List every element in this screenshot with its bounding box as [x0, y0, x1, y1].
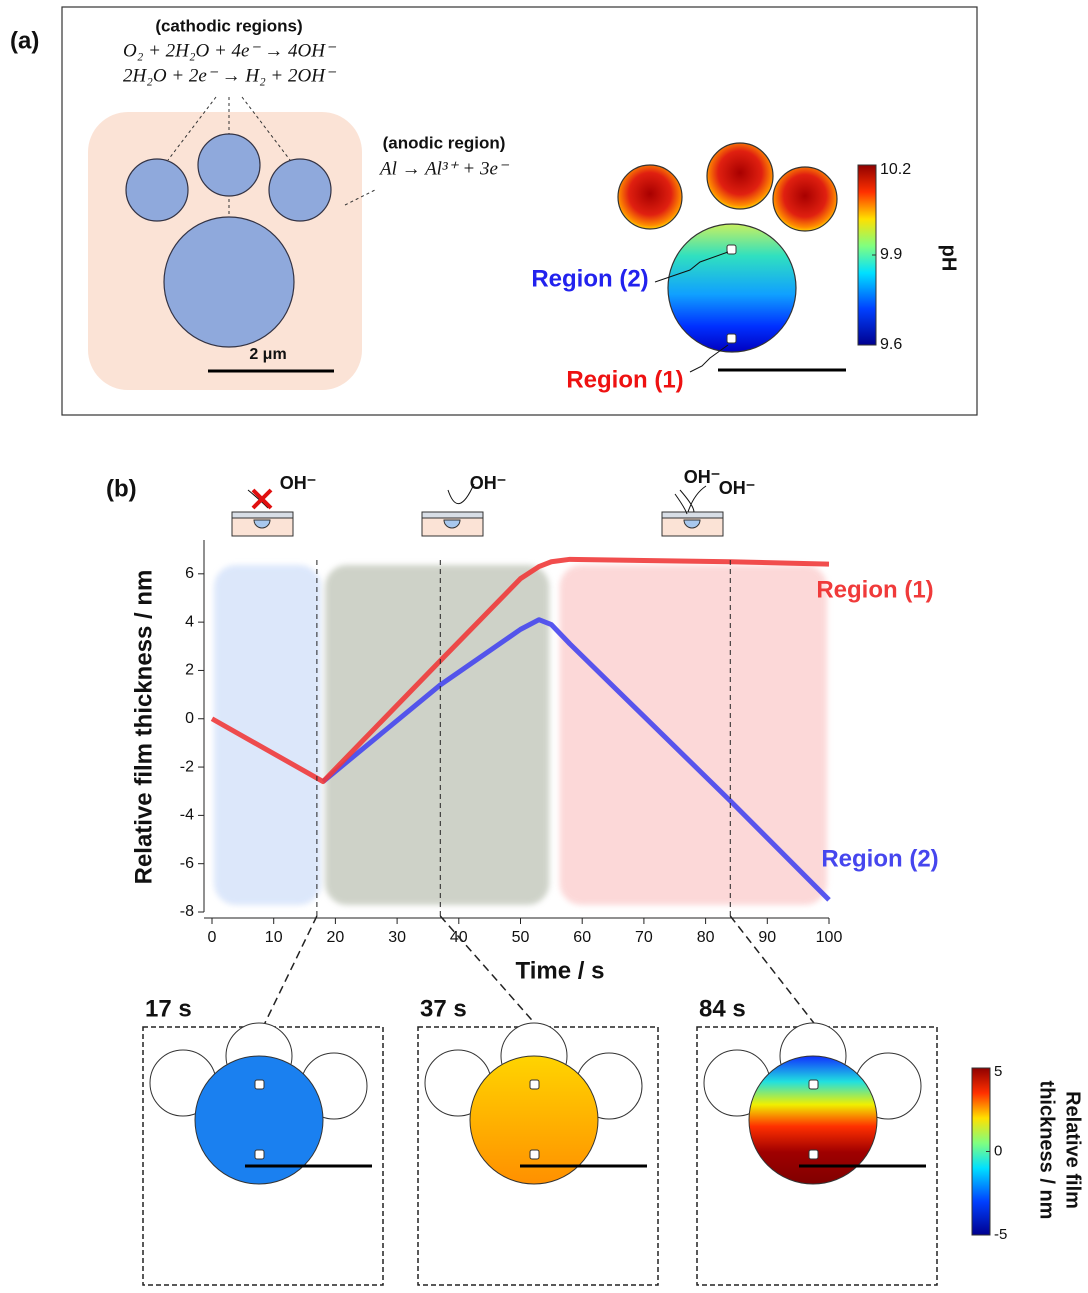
y-tick-label: -4 — [180, 807, 194, 824]
colorbar-label: pH — [938, 245, 960, 272]
y-tick-label: 2 — [185, 662, 194, 679]
x-tick-label: 60 — [573, 929, 591, 946]
x-tick-label: 80 — [697, 929, 715, 946]
y-tick-label: 0 — [185, 710, 194, 727]
phase-span — [559, 565, 827, 905]
blocked-mark — [251, 488, 273, 510]
series-label: Region (1) — [816, 576, 933, 603]
colorbar-tick-label: 9.9 — [880, 246, 902, 263]
x-tick-label: 30 — [388, 929, 406, 946]
probe-point — [726, 333, 737, 344]
y-tick-label: 6 — [185, 565, 194, 582]
probe-point — [254, 1149, 265, 1160]
panel-frame — [61, 6, 978, 416]
ion-label: OH⁻ — [719, 478, 756, 498]
series-line — [210, 556, 830, 785]
panel-label: (b) — [106, 475, 137, 502]
probe-point — [808, 1149, 819, 1160]
x-tick-label: 100 — [816, 929, 843, 946]
particle-map — [194, 1055, 324, 1185]
probe-point — [529, 1149, 540, 1160]
equation: 2H₂O + 2e⁻ → H₂ + 2OH⁻ — [123, 65, 337, 86]
phase-span — [325, 565, 550, 905]
snapshot-label: 84 s — [699, 995, 746, 1022]
x-tick-label: 0 — [208, 929, 217, 946]
colorbar-tick-label: 9.6 — [880, 336, 902, 353]
colorbar-tick-label: -5 — [994, 1226, 1007, 1243]
ion-label: OH⁻ — [684, 467, 721, 487]
y-tick-label: -2 — [180, 758, 194, 775]
particle-map — [469, 1055, 599, 1185]
snapshot-label: 37 s — [420, 995, 467, 1022]
ion-label: OH⁻ — [280, 473, 317, 493]
y-tick-label: -6 — [180, 855, 194, 872]
particle-map — [748, 1055, 878, 1185]
sample-circles — [125, 133, 332, 348]
probe-point — [529, 1079, 540, 1090]
snapshot-label: 17 s — [145, 995, 192, 1022]
x-tick-label: 10 — [265, 929, 283, 946]
snapshot-connector — [262, 915, 318, 1028]
scale-label: 2 μm — [249, 346, 286, 363]
snapshot-connector — [439, 915, 539, 1028]
x-tick-label: 50 — [512, 929, 530, 946]
colorbar-label: thickness / nm — [1036, 1081, 1058, 1220]
x-tick-label: 20 — [327, 929, 345, 946]
snapshot-connector — [729, 915, 818, 1028]
y-axis-label: Relative film thickness / nm — [130, 570, 157, 885]
probe-point — [726, 244, 737, 255]
pointer — [689, 344, 729, 373]
x-tick-label: 90 — [758, 929, 776, 946]
colorbar-label: Relative film — [1062, 1091, 1084, 1209]
probe-point — [808, 1079, 819, 1090]
icon-particle — [253, 519, 701, 529]
pointer — [654, 251, 729, 283]
x-axis-label: Time / s — [516, 957, 605, 984]
x-tick-label: 70 — [635, 929, 653, 946]
colorbar-tick-label: 5 — [994, 1063, 1002, 1080]
cathodic-title: (cathodic regions) — [155, 16, 302, 35]
equation: Al → Al³⁺ + 3e⁻ — [378, 158, 510, 179]
equation: O₂ + 2H₂O + 4e⁻ → 4OH⁻ — [123, 40, 337, 61]
probe-point — [254, 1079, 265, 1090]
icon-film — [231, 511, 724, 519]
colorbar-tick-label: 10.2 — [880, 161, 911, 178]
y-tick-label: -8 — [180, 903, 194, 920]
region-label: Region (2) — [531, 265, 648, 292]
y-tick-label: 4 — [185, 613, 194, 630]
series-label: Region (2) — [821, 845, 938, 872]
ion-label: OH⁻ — [470, 473, 507, 493]
anodic-title: (anodic region) — [383, 133, 506, 152]
panel-label: (a) — [10, 27, 39, 54]
phase-span — [214, 565, 322, 905]
series-line — [321, 617, 831, 902]
region-label: Region (1) — [566, 366, 683, 393]
ph-map — [617, 142, 838, 353]
colorbar-tick-label: 0 — [994, 1142, 1002, 1159]
